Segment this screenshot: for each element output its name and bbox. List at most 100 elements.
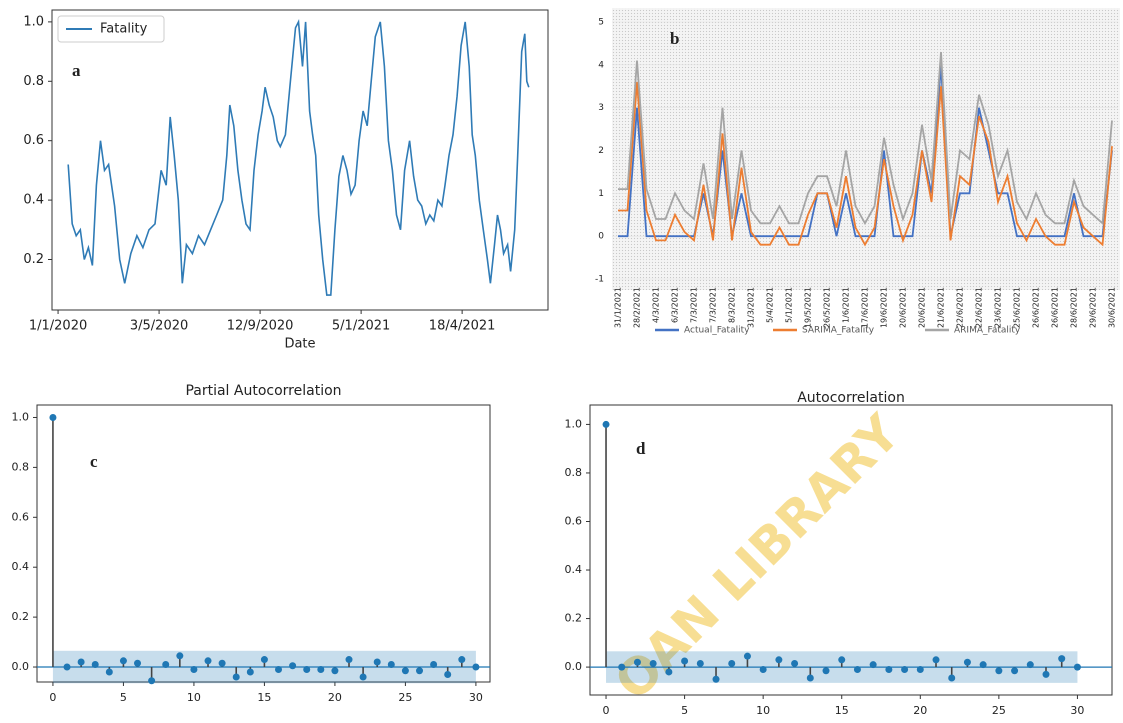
chart-title: Autocorrelation <box>797 390 905 406</box>
stem-marker <box>458 656 466 664</box>
y-tick-label: 4 <box>598 60 604 70</box>
stem-marker <box>932 656 940 664</box>
panel-label: d <box>636 439 646 458</box>
x-tick-label: 25 <box>992 704 1006 717</box>
x-tick-label: 25 <box>398 691 412 704</box>
x-tick-label: 31/3/2021 <box>747 287 756 328</box>
stem-marker <box>1011 667 1019 675</box>
y-tick-label: 0.4 <box>23 193 44 208</box>
x-tick-label: 5 <box>681 704 688 717</box>
x-tick-label: 5 <box>120 691 127 704</box>
stem-marker <box>995 667 1003 675</box>
axes-frame <box>36 404 491 683</box>
y-tick-label: 0.6 <box>12 510 30 523</box>
stem-marker <box>618 663 626 671</box>
stem-marker <box>948 674 956 682</box>
x-tick-label: 12/9/2020 <box>227 319 294 334</box>
y-tick-label: 0.0 <box>12 660 30 673</box>
x-tick-label: 4/3/2021 <box>652 287 661 323</box>
stem-marker <box>743 652 751 660</box>
stem-marker <box>853 666 861 674</box>
x-tick-label: 1/6/2021 <box>842 287 851 323</box>
x-tick-label: 31/1/2021 <box>614 287 623 328</box>
y-tick-label: 1 <box>598 189 604 199</box>
x-tick-label: 6/3/2021 <box>671 287 680 323</box>
legend-label: Actual_Fatality <box>684 326 750 336</box>
x-tick-label: 20/6/2021 <box>918 287 927 328</box>
stem-marker <box>91 661 99 669</box>
stem-marker <box>401 667 409 675</box>
stem-marker <box>916 666 924 674</box>
legend-label: ARIMA_Fatality <box>954 326 1021 336</box>
y-tick-label: 1.0 <box>23 14 44 29</box>
stem-marker <box>105 668 113 676</box>
stem-marker <box>317 666 325 674</box>
x-tick-label: 15 <box>257 691 271 704</box>
stem-marker <box>162 661 170 669</box>
stem-marker <box>665 668 673 676</box>
stem-marker <box>681 657 689 665</box>
y-tick-label: 0.8 <box>12 460 30 473</box>
stem-marker <box>260 656 268 664</box>
x-tick-label: 20 <box>913 704 927 717</box>
stem-marker <box>806 674 814 682</box>
stem-marker <box>331 667 339 675</box>
y-tick-label: 0.8 <box>23 74 44 89</box>
y-tick-label: -1 <box>595 275 604 285</box>
stem-marker <box>373 658 381 666</box>
y-tick-label: 2 <box>598 146 604 156</box>
stem-marker <box>416 667 424 675</box>
stem-marker <box>901 666 909 674</box>
stem-marker <box>712 675 720 683</box>
x-tick-label: 20/6/2021 <box>899 287 908 328</box>
series-line <box>618 51 1113 226</box>
y-tick-label: 0.6 <box>23 133 44 148</box>
x-tick-label: 1/1/2020 <box>29 319 87 334</box>
x-tick-label: 17/6/2021 <box>861 287 870 328</box>
stem-marker <box>303 666 311 674</box>
panel-label: c <box>90 452 98 471</box>
stem-marker <box>649 659 657 667</box>
x-tick-label: 21/6/2021 <box>937 287 946 328</box>
stem-marker <box>218 659 226 667</box>
x-tick-label: 5/4/2021 <box>766 287 775 323</box>
series-line <box>67 19 530 296</box>
stem-marker <box>979 661 987 669</box>
x-tick-label: 26/6/2021 <box>1032 287 1041 328</box>
legend-label: SARIMA_Fatality <box>802 326 875 336</box>
x-tick-label: 5/1/2021 <box>785 287 794 323</box>
y-tick-label: 1.0 <box>12 410 30 423</box>
stem-marker <box>633 658 641 666</box>
x-tick-label: 20 <box>328 691 342 704</box>
stem-marker <box>728 659 736 667</box>
stem-marker <box>289 662 297 670</box>
x-tick-label: 22/6/2021 <box>956 287 965 328</box>
x-tick-label: 3/5/2020 <box>130 319 188 334</box>
stem-marker <box>759 666 767 674</box>
stem-marker <box>176 652 184 660</box>
x-tick-label: 10 <box>187 691 201 704</box>
stem-marker <box>275 666 283 674</box>
x-tick-label: 22/6/2021 <box>975 287 984 328</box>
stem-marker <box>246 668 254 676</box>
x-tick-label: 10 <box>756 704 770 717</box>
stem-marker <box>63 663 71 671</box>
y-tick-label: 3 <box>598 103 604 113</box>
x-axis-label: Date <box>284 337 315 352</box>
stem-marker <box>204 657 212 665</box>
legend-box <box>57 15 165 43</box>
x-tick-label: 15 <box>835 704 849 717</box>
stem-marker <box>430 661 438 669</box>
stem-marker <box>134 659 142 667</box>
panel-label: a <box>72 61 81 80</box>
stem-marker <box>791 659 799 667</box>
stem-marker <box>775 656 783 664</box>
stem-marker <box>1073 663 1081 671</box>
x-tick-label: 8/3/2021 <box>728 287 737 323</box>
x-tick-label: 28/2/2021 <box>633 287 642 328</box>
stem-marker <box>387 661 395 669</box>
x-tick-label: 18/4/2021 <box>429 319 496 334</box>
x-tick-label: 0 <box>49 691 56 704</box>
y-tick-label: 0.4 <box>12 560 30 573</box>
